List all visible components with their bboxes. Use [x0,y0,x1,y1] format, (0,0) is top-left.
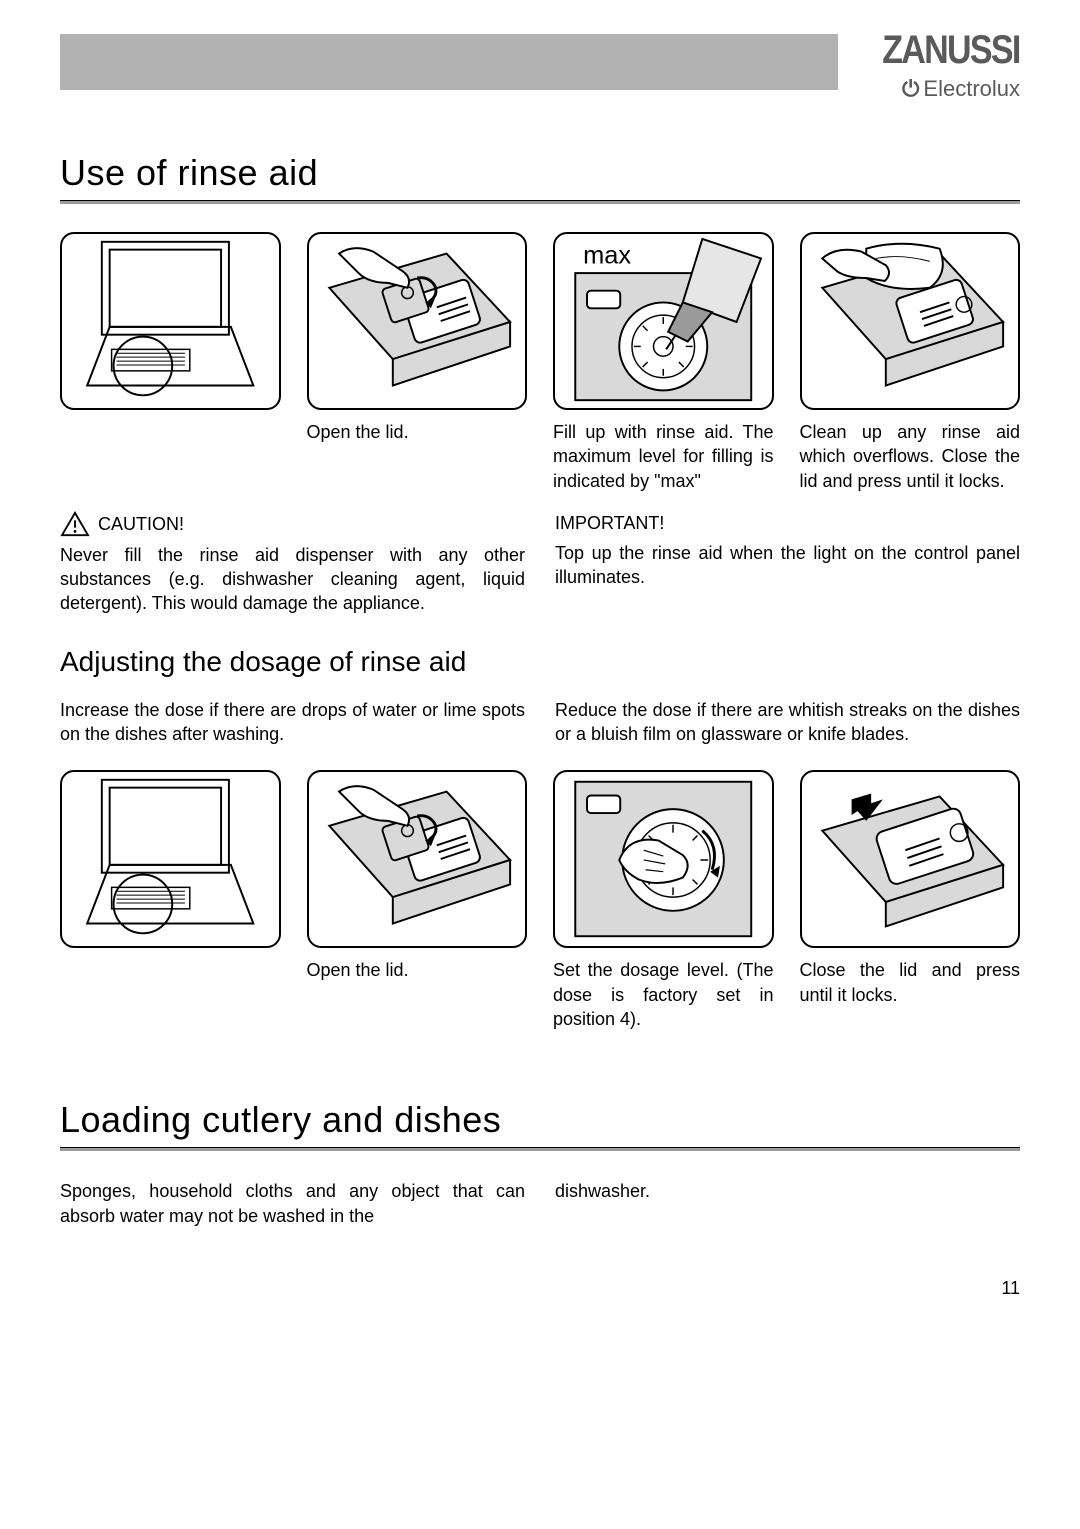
brand-primary: ZANUSSI [883,30,1020,70]
fig-dishwasher-door [60,232,281,410]
section3-rule [60,1147,1020,1151]
fig-caption: Fill up with rinse aid. The maximum leve… [553,420,774,493]
fig-cell: Clean up any rinse aid which overflows. … [800,232,1021,493]
fig-caption: Set the dosage level. (The dose is facto… [553,958,774,1031]
caution-text: Never fill the rinse aid dispenser with … [60,543,525,616]
fig-close-lid [800,770,1021,948]
section3-left: Sponges, household cloths and any object… [60,1179,525,1228]
fig-dishwasher-door [60,770,281,948]
fig-caption: Open the lid. [307,420,528,444]
section1-figures: Open the lid. max [60,232,1020,493]
fig-cell: Close the lid and press until it locks. [800,770,1021,1007]
fig-cell: Open the lid. [307,770,528,982]
caution-icon [60,511,90,537]
intro-right: Reduce the dose if there are whitish str… [555,698,1020,747]
max-label: max [583,241,631,269]
section1-rule [60,200,1020,204]
intro-left: Increase the dose if there are drops of … [60,698,525,747]
brand-block: ZANUSSI ⏻Electrolux [858,30,1020,102]
section3-right: dishwasher. [555,1179,1020,1228]
fig-cell: max Fill up with rinse aid. The maximum … [553,232,774,493]
section2-figures: Open the lid. Set the d [60,770,1020,1031]
fig-caption: Close the lid and press until it locks. [800,958,1021,1007]
fig-open-lid [307,770,528,948]
fig-cell: Open the lid. [307,232,528,444]
fig-open-lid [307,232,528,410]
fig-cell: Set the dosage level. (The dose is facto… [553,770,774,1031]
page-number: 11 [60,1278,1020,1299]
electrolux-icon: ⏻ [902,76,919,101]
caution-label: CAUTION! [98,512,184,536]
fig-clean-overflow [800,232,1021,410]
fig-fill-max: max [553,232,774,410]
fig-caption: Open the lid. [307,958,528,982]
section2-intro: Increase the dose if there are drops of … [60,698,1020,747]
section3-text: Sponges, household cloths and any object… [60,1179,1020,1228]
header-gray-bar [60,34,838,90]
brand-secondary: ⏻Electrolux [858,76,1020,102]
section3-title: Loading cutlery and dishes [60,1099,1020,1141]
section1-notes: CAUTION! Never fill the rinse aid dispen… [60,511,1020,616]
important-label: IMPORTANT! [555,511,1020,535]
fig-set-dosage [553,770,774,948]
section2-title: Adjusting the dosage of rinse aid [60,646,1020,678]
section1-title: Use of rinse aid [60,152,1020,194]
fig-caption: Clean up any rinse aid which overflows. … [800,420,1021,493]
fig-cell [60,770,281,958]
important-block: IMPORTANT! Top up the rinse aid when the… [555,511,1020,616]
header: ZANUSSI ⏻Electrolux [60,30,1020,102]
important-text: Top up the rinse aid when the light on t… [555,541,1020,590]
fig-cell [60,232,281,420]
caution-block: CAUTION! Never fill the rinse aid dispen… [60,511,525,616]
